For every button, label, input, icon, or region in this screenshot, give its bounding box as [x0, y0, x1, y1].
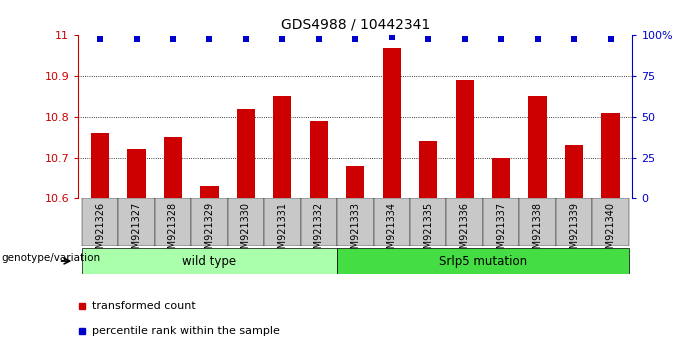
Text: GSM921331: GSM921331 — [277, 201, 288, 261]
Text: GSM921334: GSM921334 — [387, 201, 396, 261]
Text: GSM921339: GSM921339 — [569, 201, 579, 261]
Bar — [237, 109, 255, 198]
Bar — [565, 145, 583, 198]
Bar — [492, 158, 510, 198]
Bar — [337, 248, 629, 274]
Point — [204, 36, 215, 41]
Bar — [82, 248, 337, 274]
Bar — [337, 198, 373, 246]
Bar — [264, 198, 301, 246]
Bar — [447, 198, 483, 246]
Bar — [528, 96, 547, 198]
Text: GSM921336: GSM921336 — [460, 201, 470, 261]
Point — [241, 36, 252, 41]
Text: GSM921329: GSM921329 — [205, 201, 214, 261]
Bar — [191, 198, 228, 246]
Bar — [127, 149, 146, 198]
Bar — [82, 198, 118, 246]
Point — [386, 34, 397, 40]
Point — [131, 36, 142, 41]
Text: wild type: wild type — [182, 255, 237, 268]
Point — [313, 36, 324, 41]
Bar — [309, 121, 328, 198]
Text: GSM921330: GSM921330 — [241, 201, 251, 261]
Point — [605, 36, 616, 41]
Point — [496, 36, 507, 41]
Bar — [164, 137, 182, 198]
Bar — [556, 198, 592, 246]
Text: GSM921328: GSM921328 — [168, 201, 178, 261]
Title: GDS4988 / 10442341: GDS4988 / 10442341 — [281, 17, 430, 32]
Point — [350, 36, 360, 41]
Bar — [273, 96, 292, 198]
Point — [459, 36, 470, 41]
Point — [423, 36, 434, 41]
Bar — [346, 166, 364, 198]
Bar — [483, 198, 520, 246]
Point — [568, 36, 579, 41]
Text: GSM921338: GSM921338 — [532, 201, 543, 261]
Bar — [456, 80, 474, 198]
Text: GSM921327: GSM921327 — [131, 201, 141, 261]
Text: GSM921337: GSM921337 — [496, 201, 506, 261]
Bar — [373, 198, 410, 246]
Point — [532, 36, 543, 41]
Bar — [410, 198, 447, 246]
Text: GSM921340: GSM921340 — [605, 201, 615, 261]
Bar — [228, 198, 264, 246]
Bar — [419, 141, 437, 198]
Point — [95, 36, 105, 41]
Bar — [301, 198, 337, 246]
Text: GSM921333: GSM921333 — [350, 201, 360, 261]
Text: percentile rank within the sample: percentile rank within the sample — [92, 326, 279, 336]
Text: transformed count: transformed count — [92, 301, 195, 310]
Text: GSM921335: GSM921335 — [423, 201, 433, 261]
Bar — [91, 133, 109, 198]
Bar — [520, 198, 556, 246]
Bar — [201, 186, 218, 198]
Text: GSM921332: GSM921332 — [314, 201, 324, 261]
Point — [277, 36, 288, 41]
Bar — [118, 198, 155, 246]
Point — [167, 36, 178, 41]
Text: genotype/variation: genotype/variation — [1, 253, 101, 263]
Bar — [601, 113, 619, 198]
Text: GSM921326: GSM921326 — [95, 201, 105, 261]
Bar — [155, 198, 191, 246]
Bar — [383, 47, 401, 198]
Text: Srlp5 mutation: Srlp5 mutation — [439, 255, 527, 268]
Bar — [592, 198, 629, 246]
